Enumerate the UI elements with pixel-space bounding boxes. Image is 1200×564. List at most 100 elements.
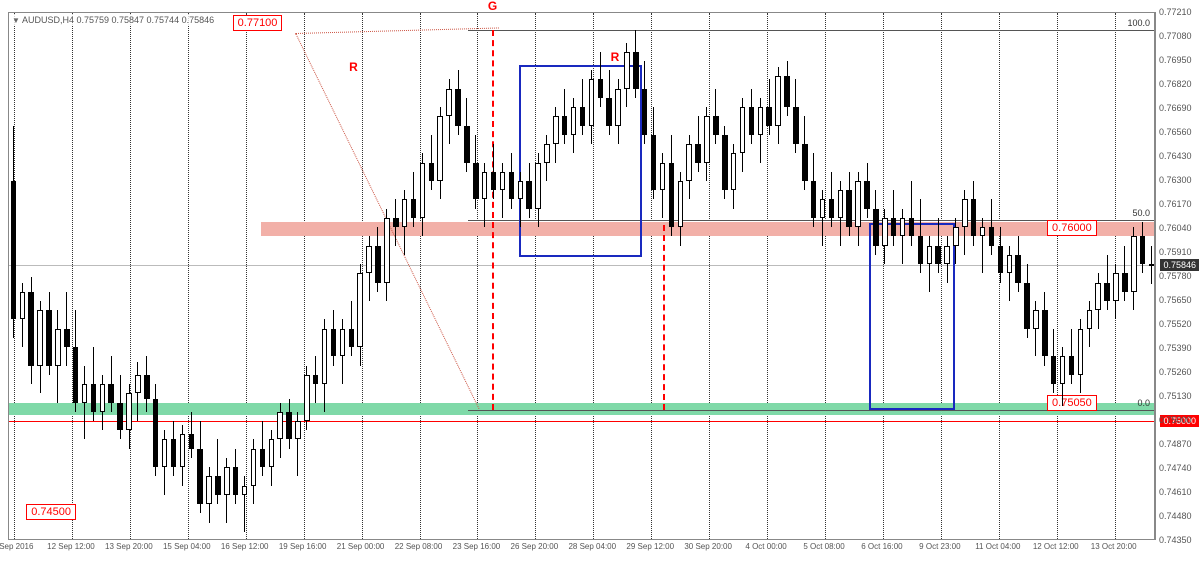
- candle-body[interactable]: [197, 449, 203, 504]
- candle-body[interactable]: [811, 181, 817, 218]
- candle-body[interactable]: [962, 199, 968, 227]
- candle-body[interactable]: [651, 135, 657, 190]
- candle-body[interactable]: [784, 76, 790, 107]
- candle-body[interactable]: [144, 375, 150, 399]
- candle-body[interactable]: [429, 163, 435, 181]
- candle-body[interactable]: [171, 439, 177, 467]
- candle-body[interactable]: [1033, 310, 1039, 328]
- candle-body[interactable]: [91, 384, 97, 412]
- candle-body[interactable]: [64, 329, 70, 347]
- candle-body[interactable]: [793, 107, 799, 144]
- candle-body[interactable]: [873, 209, 879, 246]
- candle-body[interactable]: [349, 329, 355, 347]
- candle-body[interactable]: [518, 181, 524, 199]
- candle-body[interactable]: [180, 434, 186, 467]
- candle-body[interactable]: [1122, 273, 1128, 291]
- candle-body[interactable]: [891, 218, 897, 236]
- candle-body[interactable]: [606, 98, 612, 126]
- candle-body[interactable]: [846, 190, 852, 227]
- candle-body[interactable]: [482, 172, 488, 200]
- candle-body[interactable]: [740, 107, 746, 153]
- candle-body[interactable]: [117, 403, 123, 431]
- candle-body[interactable]: [598, 79, 604, 97]
- candle-body[interactable]: [1042, 310, 1048, 356]
- candle-body[interactable]: [678, 181, 684, 227]
- candle-body[interactable]: [526, 181, 532, 209]
- candle-body[interactable]: [73, 347, 79, 402]
- candle-body[interactable]: [206, 476, 212, 504]
- candle-body[interactable]: [189, 434, 195, 449]
- candle-body[interactable]: [491, 172, 497, 190]
- dropdown-icon[interactable]: ▼: [12, 16, 20, 25]
- candle-body[interactable]: [562, 116, 568, 134]
- candle-body[interactable]: [749, 107, 755, 135]
- candle-body[interactable]: [473, 163, 479, 200]
- candle-body[interactable]: [1015, 255, 1021, 283]
- candle-body[interactable]: [357, 273, 363, 347]
- candle-body[interactable]: [633, 52, 639, 89]
- candle-body[interactable]: [224, 467, 230, 495]
- candle-body[interactable]: [998, 246, 1004, 274]
- candle-body[interactable]: [153, 399, 159, 467]
- candle-body[interactable]: [918, 236, 924, 264]
- candle-body[interactable]: [251, 449, 257, 486]
- candle-body[interactable]: [215, 476, 221, 494]
- candle-body[interactable]: [1131, 236, 1137, 291]
- candle-body[interactable]: [1113, 273, 1119, 301]
- candle-body[interactable]: [55, 329, 61, 366]
- candle-body[interactable]: [1024, 283, 1030, 329]
- candle-body[interactable]: [971, 199, 977, 236]
- candle-body[interactable]: [286, 412, 292, 440]
- candle-body[interactable]: [820, 199, 826, 217]
- candle-body[interactable]: [1051, 356, 1057, 384]
- candle-body[interactable]: [624, 52, 630, 89]
- candle-body[interactable]: [864, 181, 870, 209]
- candle-body[interactable]: [108, 384, 114, 402]
- candle-body[interactable]: [20, 292, 26, 320]
- plot-area[interactable]: 0.750000.050.0100.00.758460.771000.74500…: [8, 12, 1155, 540]
- candle-body[interactable]: [11, 181, 17, 319]
- candle-body[interactable]: [553, 116, 559, 144]
- candle-body[interactable]: [46, 310, 52, 365]
- candle-body[interactable]: [882, 218, 888, 246]
- candle-body[interactable]: [331, 329, 337, 357]
- candle-body[interactable]: [509, 172, 515, 200]
- candle-body[interactable]: [1007, 255, 1013, 273]
- candle-body[interactable]: [758, 107, 764, 135]
- candle-body[interactable]: [766, 107, 772, 125]
- candle-body[interactable]: [420, 163, 426, 218]
- candle-body[interactable]: [1060, 356, 1066, 384]
- candle-body[interactable]: [37, 310, 43, 365]
- candle-body[interactable]: [242, 486, 248, 495]
- candle-body[interactable]: [571, 107, 577, 135]
- candle-body[interactable]: [340, 329, 346, 357]
- candle-body[interactable]: [455, 89, 461, 126]
- candle-body[interactable]: [366, 246, 372, 274]
- candle-body[interactable]: [927, 246, 933, 264]
- candle-body[interactable]: [1149, 264, 1155, 266]
- candle-body[interactable]: [944, 246, 950, 264]
- candle-body[interactable]: [233, 467, 239, 495]
- candle-body[interactable]: [980, 227, 986, 236]
- candle-body[interactable]: [909, 218, 915, 236]
- candle-body[interactable]: [1095, 283, 1101, 311]
- candle-body[interactable]: [535, 163, 541, 209]
- candle-body[interactable]: [1104, 283, 1110, 301]
- candle-body[interactable]: [1069, 356, 1075, 374]
- candle-body[interactable]: [686, 144, 692, 181]
- candle-body[interactable]: [855, 181, 861, 227]
- candle-body[interactable]: [695, 144, 701, 162]
- candle-body[interactable]: [838, 190, 844, 218]
- candle-body[interactable]: [135, 375, 141, 393]
- candle-body[interactable]: [269, 439, 275, 467]
- candle-body[interactable]: [446, 89, 452, 117]
- candle-body[interactable]: [1087, 310, 1093, 328]
- candle-body[interactable]: [1078, 329, 1084, 375]
- candle-body[interactable]: [126, 393, 132, 430]
- candle-body[interactable]: [544, 144, 550, 162]
- candle-body[interactable]: [935, 246, 941, 264]
- candle-body[interactable]: [731, 153, 737, 190]
- candle-body[interactable]: [411, 199, 417, 217]
- candle-body[interactable]: [82, 384, 88, 402]
- candle-body[interactable]: [464, 126, 470, 163]
